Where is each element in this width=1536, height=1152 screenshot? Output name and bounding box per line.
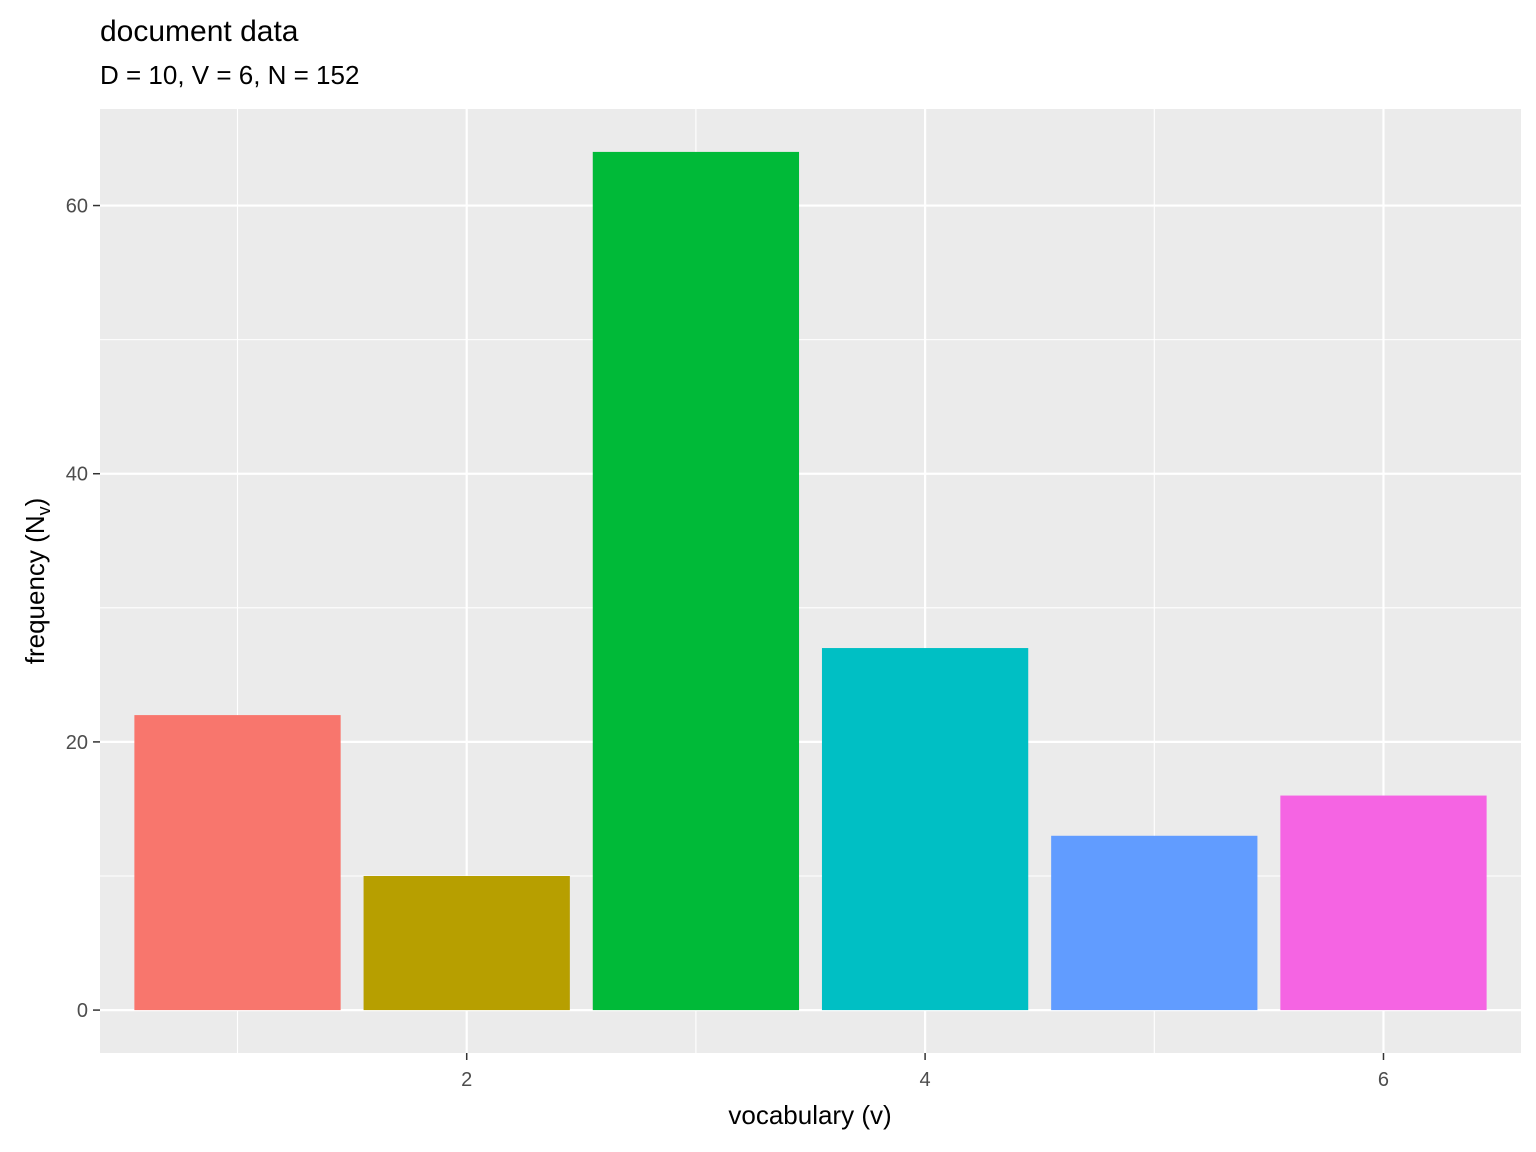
bar-4 — [821, 648, 1029, 1011]
bar-5 — [1051, 835, 1258, 1011]
y-axis-title-close: ) — [20, 498, 50, 507]
x-tick-label: 4 — [920, 1069, 931, 1091]
y-axis-title-main: frequency (N — [20, 515, 50, 664]
y-tick-label: 20 — [66, 732, 88, 754]
y-tick-label: 40 — [66, 464, 88, 486]
x-tick-label: 2 — [461, 1069, 472, 1091]
x-tick-label: 6 — [1378, 1069, 1389, 1091]
chart-title: document data — [100, 15, 299, 48]
y-axis-ticks: 0 20 40 60 — [66, 196, 100, 1022]
bars — [134, 151, 1487, 1011]
x-axis-ticks: 2 4 6 — [461, 1053, 1389, 1091]
y-axis-title: frequency (Nv) — [20, 498, 54, 665]
y-tick-label: 0 — [77, 1000, 88, 1022]
chart-subtitle: D = 10, V = 6, N = 152 — [100, 60, 359, 90]
y-tick-label: 60 — [66, 196, 88, 218]
bar-3 — [592, 151, 800, 1011]
y-axis-title-subscript: v — [34, 506, 54, 515]
bar-6 — [1280, 795, 1487, 1011]
x-axis-title: vocabulary (v) — [728, 1100, 891, 1130]
bar-2 — [363, 876, 570, 1011]
bar-1 — [134, 715, 341, 1011]
